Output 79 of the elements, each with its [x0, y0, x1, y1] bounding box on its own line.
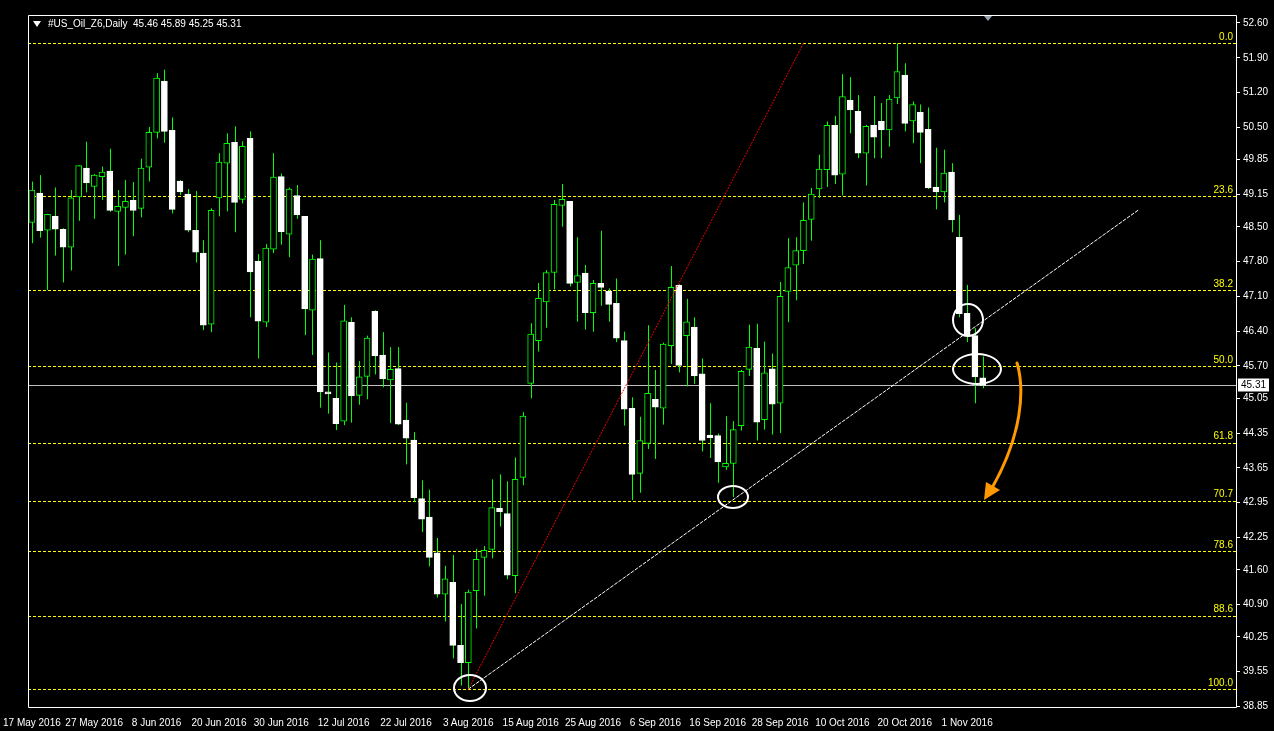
annotation: 88.6	[1213, 603, 1234, 615]
annotation: 0.0	[1219, 31, 1234, 43]
candlestick	[792, 236, 799, 301]
candlestick	[870, 95, 877, 159]
candlestick	[652, 369, 659, 460]
candlestick	[223, 132, 231, 212]
y-tick-label: 48.50	[1243, 220, 1269, 232]
y-tick-label: 39.55	[1243, 665, 1269, 677]
candlestick	[44, 213, 51, 291]
annotation: 78.6	[1213, 538, 1234, 550]
candlestick	[51, 187, 59, 257]
candlestick	[605, 287, 612, 323]
candlestick	[846, 76, 854, 134]
x-tick-label: 30 Jun 2016	[253, 716, 310, 728]
x-tick-label: 8 Jun 2016	[131, 716, 182, 728]
x-tick-label: 28 Sep 2016	[751, 716, 809, 728]
candlestick	[114, 189, 121, 267]
x-tick-label: 16 Sep 2016	[689, 716, 747, 728]
candlestick	[878, 102, 885, 159]
y-tick-label: 47.80	[1243, 255, 1269, 267]
candlestick	[597, 230, 605, 307]
y-tick-label: 51.20	[1243, 86, 1269, 98]
y-tick-label: 43.65	[1243, 461, 1269, 473]
ref-line-label: 45.31	[1241, 379, 1267, 391]
annotation: 100.0	[1207, 676, 1234, 688]
annotation: 70.7	[1213, 488, 1234, 500]
annotation: 50.0	[1213, 353, 1234, 365]
x-tick-label: 22 Jul 2016	[380, 716, 433, 728]
candlestick	[496, 473, 503, 528]
x-tick-label: 15 Aug 2016	[502, 716, 560, 728]
y-tick-label: 47.10	[1243, 290, 1269, 302]
y-tick-label: 46.40	[1243, 324, 1269, 336]
annotation: 23.6	[1213, 183, 1234, 195]
candlestick	[192, 190, 199, 264]
candlestick	[129, 181, 137, 237]
candlestick	[574, 236, 581, 323]
candlestick	[122, 179, 129, 256]
y-tick-label: 42.95	[1243, 496, 1269, 508]
candlestick	[683, 298, 690, 387]
x-tick-label: 3 Aug 2016	[443, 716, 495, 728]
annotation: 38.2	[1213, 277, 1234, 289]
candlestick	[480, 545, 488, 597]
y-tick-label: 50.50	[1243, 121, 1269, 133]
y-tick-label: 40.90	[1243, 598, 1269, 610]
candlestick	[418, 479, 425, 533]
x-tick-label: 6 Sep 2016	[629, 716, 682, 728]
chart-title: #US_Oil_Z6,Daily 45.46 45.89 45.25 45.31	[48, 17, 242, 29]
candlestick	[457, 603, 464, 687]
x-tick-label: 27 May 2016	[65, 716, 124, 728]
y-tick-label: 49.85	[1243, 153, 1269, 165]
candlestick	[387, 346, 394, 424]
x-tick-label: 17 May 2016	[2, 716, 62, 728]
x-tick-label: 25 Aug 2016	[564, 716, 622, 728]
x-tick-label: 20 Jun 2016	[191, 716, 247, 728]
annotation: 61.8	[1213, 430, 1234, 442]
y-tick-label: 38.85	[1243, 700, 1269, 712]
y-tick-label: 45.70	[1243, 359, 1269, 371]
y-tick-label: 51.90	[1243, 51, 1269, 63]
x-tick-label: 12 Jul 2016	[317, 716, 370, 728]
y-tick-label: 52.60	[1243, 16, 1269, 28]
y-tick-label: 49.15	[1243, 188, 1269, 200]
y-tick-label: 40.25	[1243, 630, 1269, 642]
candlestick	[90, 173, 98, 220]
candlestick	[909, 101, 916, 144]
candlestick	[558, 183, 566, 228]
candlestick	[83, 141, 90, 193]
x-tick-label: 1 Nov 2016	[941, 716, 994, 728]
y-tick-label: 45.05	[1243, 392, 1269, 404]
y-tick-label: 41.60	[1243, 563, 1269, 575]
x-tick-label: 10 Oct 2016	[815, 716, 871, 728]
x-tick-label: 20 Oct 2016	[877, 716, 933, 728]
candlestick	[355, 360, 363, 406]
candlestick	[940, 149, 948, 203]
candlestick	[379, 331, 386, 388]
y-tick-label: 42.25	[1243, 531, 1269, 543]
candlestick	[324, 352, 332, 415]
candlestick	[917, 103, 924, 164]
y-tick-label: 44.35	[1243, 426, 1269, 438]
candlestick	[722, 415, 729, 471]
